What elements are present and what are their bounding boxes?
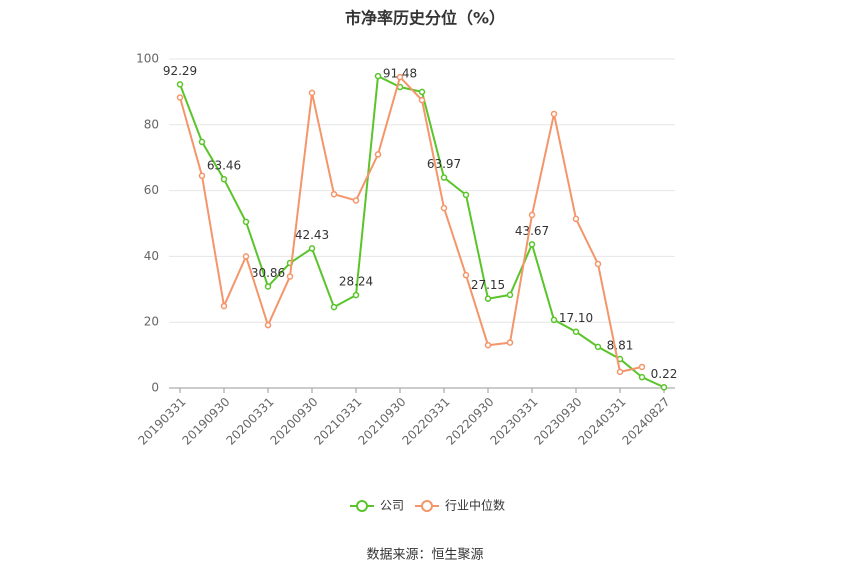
data-point bbox=[594, 343, 602, 351]
data-point bbox=[264, 321, 272, 329]
data-label: 91.48 bbox=[383, 67, 417, 81]
data-point bbox=[308, 245, 316, 252]
data-label: 28.24 bbox=[339, 275, 373, 289]
series-line bbox=[179, 74, 665, 389]
data-point bbox=[638, 363, 646, 371]
data-label: 8.81 bbox=[607, 339, 634, 353]
y-tick-label: 20 bbox=[144, 315, 159, 329]
data-point bbox=[374, 151, 382, 158]
data-point bbox=[220, 302, 228, 310]
data-point bbox=[506, 291, 514, 299]
data-point bbox=[264, 283, 272, 290]
data-point bbox=[572, 215, 580, 223]
data-label: 63.97 bbox=[427, 157, 461, 171]
data-point bbox=[198, 172, 206, 180]
data-point bbox=[198, 138, 206, 146]
data-point bbox=[506, 339, 514, 346]
data-point bbox=[616, 368, 624, 376]
data-point bbox=[330, 190, 338, 198]
data-point bbox=[396, 73, 404, 81]
data-point bbox=[528, 241, 536, 248]
data-label: 27.15 bbox=[471, 278, 505, 292]
data-point bbox=[330, 303, 338, 311]
data-point bbox=[528, 211, 536, 219]
y-tick-label: 80 bbox=[144, 117, 159, 131]
y-tick-label: 0 bbox=[151, 381, 159, 395]
y-tick-label: 60 bbox=[144, 183, 159, 197]
data-point bbox=[572, 328, 580, 335]
data-point bbox=[220, 175, 228, 183]
source-note: 数据来源：恒生聚源 bbox=[366, 548, 483, 563]
data-point bbox=[550, 110, 558, 118]
data-label: 0.22 bbox=[651, 367, 678, 381]
x-tick-label: 20240827 bbox=[620, 395, 673, 448]
data-point bbox=[242, 253, 250, 260]
legend-label: 行业中位数 bbox=[445, 498, 505, 513]
chart-title: 市净率历史分位（%） bbox=[345, 9, 505, 28]
data-point bbox=[440, 204, 448, 212]
data-point bbox=[242, 218, 250, 226]
data-point bbox=[462, 271, 470, 279]
legend-marker bbox=[356, 500, 368, 512]
data-point bbox=[176, 94, 184, 101]
data-point bbox=[550, 316, 558, 324]
data-point bbox=[176, 81, 184, 88]
data-point bbox=[308, 89, 316, 97]
data-label: 30.86 bbox=[251, 266, 285, 280]
data-point bbox=[352, 291, 360, 299]
data-label: 43.67 bbox=[515, 224, 549, 238]
data-point bbox=[484, 341, 492, 349]
y-tick-label: 100 bbox=[136, 52, 159, 66]
data-point bbox=[638, 373, 646, 381]
data-point bbox=[660, 384, 668, 391]
series-line bbox=[179, 75, 643, 374]
data-point bbox=[352, 197, 360, 204]
y-tick-label: 40 bbox=[144, 249, 159, 263]
data-point bbox=[484, 295, 492, 302]
data-point bbox=[594, 260, 602, 268]
data-point bbox=[440, 174, 448, 181]
data-point bbox=[374, 72, 382, 80]
data-label: 42.43 bbox=[295, 228, 329, 242]
data-label: 63.46 bbox=[207, 159, 241, 173]
data-point bbox=[462, 191, 470, 199]
data-point bbox=[418, 88, 426, 96]
legend-marker bbox=[421, 500, 433, 512]
data-label: 92.29 bbox=[163, 64, 197, 78]
data-point bbox=[418, 96, 426, 104]
legend-label: 公司 bbox=[380, 499, 404, 513]
data-point bbox=[286, 273, 294, 280]
data-label: 17.10 bbox=[559, 311, 593, 325]
